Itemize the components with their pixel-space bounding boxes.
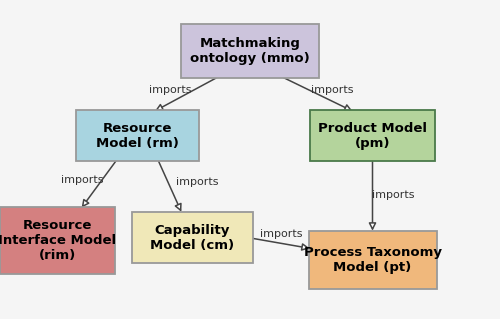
Text: imports: imports	[311, 85, 354, 95]
Text: imports: imports	[260, 228, 302, 239]
Text: Matchmaking
ontology (mmo): Matchmaking ontology (mmo)	[190, 37, 310, 65]
Text: Resource
Model (rm): Resource Model (rm)	[96, 122, 179, 150]
FancyBboxPatch shape	[308, 231, 436, 289]
Text: Process Taxonomy
Model (pt): Process Taxonomy Model (pt)	[304, 246, 442, 274]
FancyBboxPatch shape	[132, 212, 253, 263]
FancyBboxPatch shape	[310, 110, 435, 161]
FancyBboxPatch shape	[0, 207, 115, 274]
Text: imports: imports	[372, 189, 414, 200]
Text: Capability
Model (cm): Capability Model (cm)	[150, 224, 234, 252]
FancyBboxPatch shape	[76, 110, 199, 161]
Text: imports: imports	[149, 85, 191, 95]
FancyBboxPatch shape	[181, 24, 319, 78]
Text: imports: imports	[61, 175, 104, 185]
Text: Product Model
(pm): Product Model (pm)	[318, 122, 427, 150]
Text: Resource
Interface Model
(rim): Resource Interface Model (rim)	[0, 219, 116, 262]
Text: imports: imports	[176, 177, 219, 187]
